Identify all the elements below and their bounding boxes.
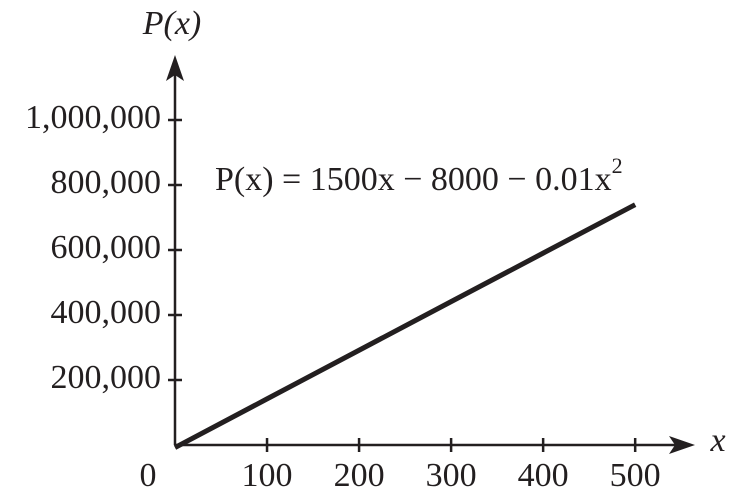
y-tick-label: 1,000,000: [25, 99, 161, 136]
x-tick-label: 300: [426, 457, 477, 494]
annotation-text: P(x) = 1500x − 8000 − 0.01x: [215, 161, 612, 198]
y-tick-label: 600,000: [51, 229, 162, 266]
annotation: P(x) = 1500x − 8000 − 0.01x2: [215, 153, 623, 198]
y-axis-arrow: [166, 55, 184, 81]
y-tick-label: 200,000: [51, 359, 162, 396]
line: [173, 202, 637, 450]
x-axis-arrow: [669, 436, 695, 454]
x-tick-label: 100: [242, 457, 293, 494]
annotation-superscript: 2: [612, 153, 623, 178]
x-tick-label: 0: [140, 457, 157, 494]
y-tick-label: 800,000: [51, 164, 162, 201]
y-axis-label: P(x): [142, 5, 202, 42]
y-tick-label: 400,000: [51, 294, 162, 331]
x-tick-label: 200: [334, 457, 385, 494]
x-tick-label: 500: [610, 457, 661, 494]
x-tick-label: 400: [518, 457, 569, 494]
x-axis-label: x: [709, 422, 725, 459]
